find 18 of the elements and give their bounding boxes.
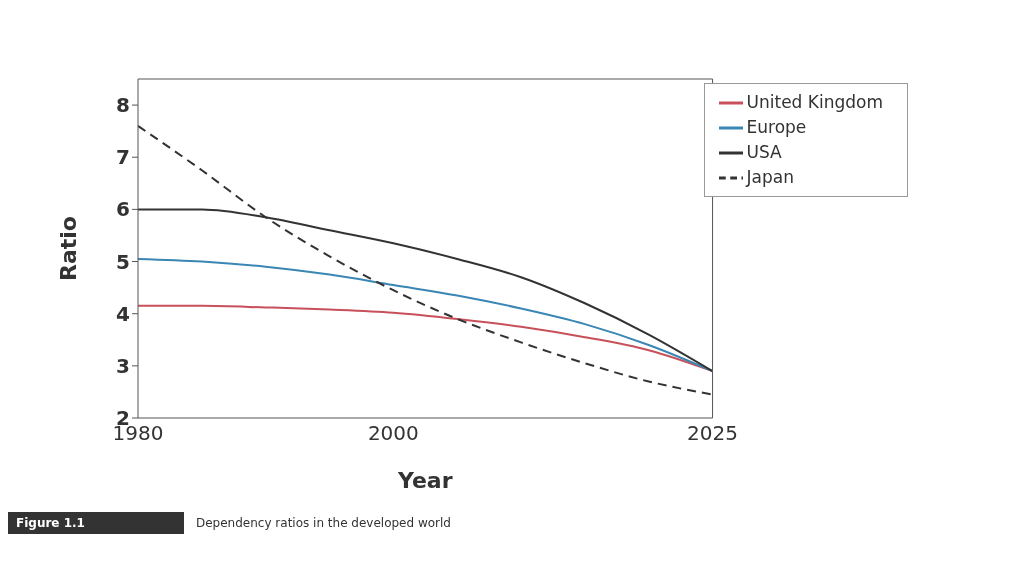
x-tick-label: 2000 (367, 421, 419, 446)
y-tick-label: 5 (116, 249, 130, 274)
legend-label: United Kingdom (746, 92, 883, 112)
x-tick-label: 2025 (687, 421, 738, 446)
y-tick-label: 3 (116, 353, 130, 378)
line-series (138, 257, 713, 373)
x-axis-title: Year (397, 468, 453, 493)
legend-label: Japan (746, 167, 794, 187)
y-tick-label: 7 (116, 145, 130, 170)
y-tick-label: 8 (116, 93, 130, 118)
text: Dependency ratios in the developed world (195, 515, 452, 532)
y-tick-label: 6 (116, 197, 130, 222)
y-axis-title: Ratio (55, 216, 81, 281)
caption: Figure 1.1 (8, 512, 184, 534)
y-tick-label: 4 (116, 301, 130, 326)
legend-label: USA (746, 142, 782, 162)
legend-label: Europe (746, 117, 807, 137)
line-series (138, 124, 713, 396)
